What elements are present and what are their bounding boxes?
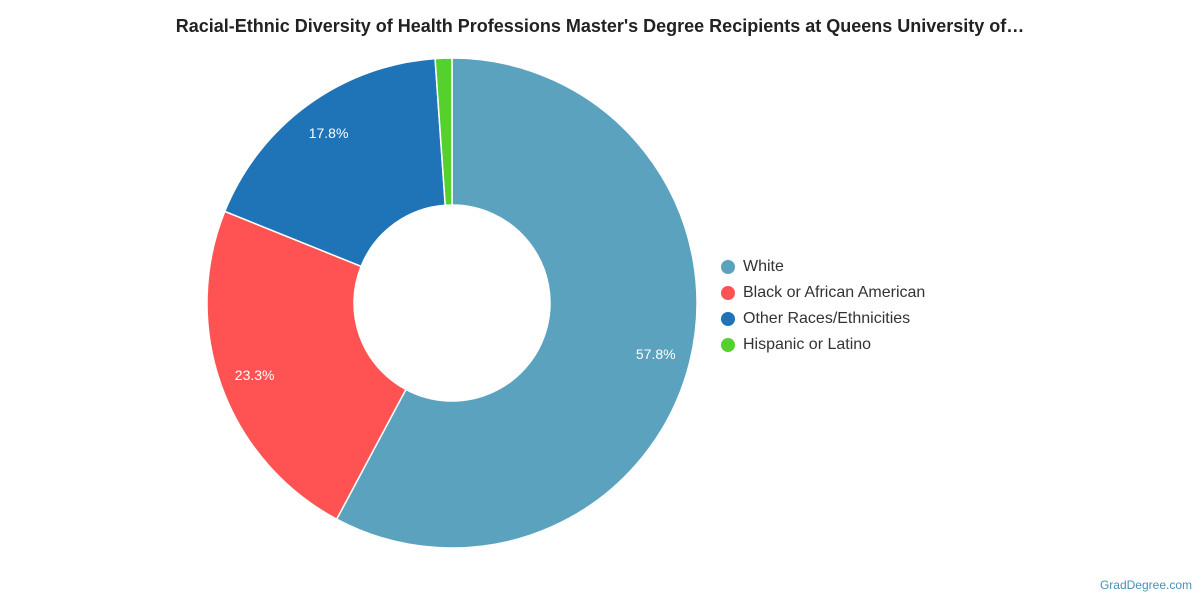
legend-swatch-white [721,260,735,274]
donut-slice-other-races-ethnicities[interactable] [223,57,447,268]
legend-swatch-hispanic-or-latino [721,338,735,352]
legend-label-other-races-ethnicities: Other Races/Ethnicities [743,310,911,327]
credit-link[interactable]: GradDegree.com [1099,578,1192,592]
donut-slice-black-or-african-american[interactable] [206,210,407,521]
legend-label-black-or-african-american: Black or African American [743,284,926,301]
legend-label-hispanic-or-latino: Hispanic or Latino [743,336,872,353]
legend-swatch-other-races-ethnicities [721,312,735,326]
slice-label-black-or-african-american: 23.3% [235,367,275,383]
legend-item-other-races-ethnicities[interactable]: Other Races/Ethnicities [721,306,925,332]
slice-label-white: 57.8% [636,346,676,362]
legend-item-white[interactable]: White [721,254,925,280]
legend-label-white: White [743,258,784,275]
donut-slice-hispanic-or-latino[interactable] [434,57,453,207]
chart-title: Racial-Ethnic Diversity of Health Profes… [175,16,1025,36]
legend-swatch-black-or-african-american [721,286,735,300]
legend-item-black-or-african-american[interactable]: Black or African American [721,280,925,306]
donut-slice-white[interactable] [335,57,698,549]
chart-legend: White Black or African American Other Ra… [721,254,925,358]
slice-label-other-races-ethnicities: 17.8% [309,125,349,141]
legend-item-hispanic-or-latino[interactable]: Hispanic or Latino [721,332,925,358]
